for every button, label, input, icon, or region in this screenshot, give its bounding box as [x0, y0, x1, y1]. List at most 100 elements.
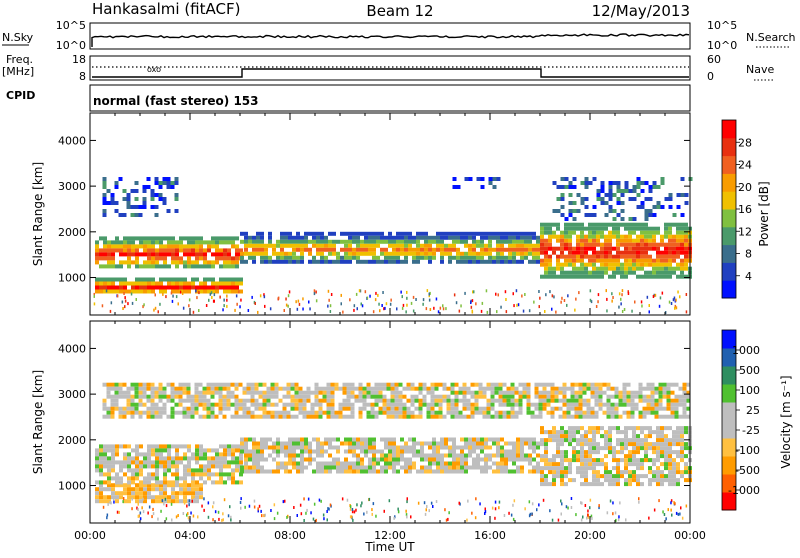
echo-cell: [660, 470, 664, 475]
echo-cell: [203, 452, 207, 457]
noise-cell: [425, 307, 428, 311]
echo-cell: [103, 464, 107, 469]
echo-cell: [584, 254, 588, 259]
echo-cell: [119, 252, 123, 257]
echo-cell: [576, 454, 580, 459]
echo-cell: [642, 394, 647, 399]
echo-cell: [404, 235, 408, 240]
echo-cell: [632, 246, 636, 251]
echo-cell: [404, 239, 408, 244]
echo-cell: [644, 258, 648, 263]
echo-cell: [372, 251, 376, 256]
noise-cell: [356, 503, 358, 507]
echo-cell: [680, 430, 684, 435]
echo-cell: [167, 281, 171, 286]
echo-cell: [684, 462, 688, 467]
echo-cell: [652, 270, 656, 275]
echo-cell: [147, 240, 151, 245]
echo-cell: [652, 181, 657, 185]
echo-cell: [142, 197, 147, 201]
echo-cell: [642, 406, 647, 411]
echo-cell: [206, 406, 211, 411]
echo-cell: [604, 466, 608, 471]
echo-cell: [474, 398, 479, 403]
noise-cell: [153, 308, 155, 312]
echo-cell: [252, 247, 256, 252]
echo-cell: [444, 231, 448, 236]
echo-cell: [644, 274, 648, 279]
echo-cell: [278, 410, 283, 415]
echo-cell: [130, 398, 135, 403]
echo-cell: [400, 465, 404, 470]
echo-cell: [540, 458, 544, 463]
echo-cell: [454, 382, 459, 387]
noise-cell: [484, 507, 486, 511]
echo-cell: [143, 452, 147, 457]
echo-cell: [107, 483, 111, 488]
echo-cell: [195, 260, 199, 265]
echo-cell: [592, 274, 596, 279]
echo-cell: [472, 437, 476, 442]
echo-cell: [600, 250, 604, 255]
echo-cell: [564, 226, 568, 231]
echo-cell: [111, 464, 115, 469]
echo-cell: [372, 255, 376, 260]
echo-cell: [142, 410, 147, 415]
echo-cell: [614, 386, 619, 391]
echo-cell: [482, 390, 487, 395]
echo-cell: [572, 217, 577, 221]
echo-cell: [306, 386, 311, 391]
echo-cell: [162, 394, 167, 399]
echo-cell: [218, 410, 223, 415]
echo-cell: [452, 457, 456, 462]
echo-cell: [99, 468, 103, 473]
echo-cell: [616, 470, 620, 475]
echo-cell: [238, 402, 243, 407]
echo-cell: [306, 414, 311, 419]
echo-cell: [99, 285, 103, 290]
echo-cell: [316, 251, 320, 256]
echo-cell: [676, 426, 680, 431]
echo-cell: [360, 461, 364, 466]
echo-cell: [380, 449, 384, 454]
echo-cell: [452, 177, 457, 181]
echo-cell: [496, 437, 500, 442]
echo-cell: [638, 394, 643, 399]
echo-cell: [219, 468, 223, 473]
echo-cell: [242, 398, 247, 403]
echo-cell: [488, 239, 492, 244]
echo-cell: [194, 398, 199, 403]
echo-cell: [111, 252, 115, 257]
echo-cell: [632, 454, 636, 459]
echo-cell: [484, 445, 488, 450]
echo-cell: [260, 469, 264, 474]
echo-cell: [366, 410, 371, 415]
echo-cell: [374, 382, 379, 387]
echo-cell: [115, 244, 119, 249]
echo-cell: [624, 222, 628, 227]
echo-cell: [408, 231, 412, 236]
echo-cell: [578, 394, 583, 399]
echo-cell: [620, 474, 624, 479]
echo-cell: [119, 248, 123, 253]
echo-cell: [106, 394, 111, 399]
echo-cell: [668, 226, 672, 231]
echo-cell: [324, 441, 328, 446]
echo-cell: [618, 402, 623, 407]
echo-cell: [214, 402, 219, 407]
echo-cell: [592, 430, 596, 435]
echo-cell: [99, 248, 103, 253]
echo-cell: [660, 181, 665, 185]
echo-cell: [404, 231, 408, 236]
echo-cell: [676, 438, 680, 443]
noise-cell: [670, 302, 673, 305]
echo-cell: [219, 480, 223, 485]
echo-cell: [492, 437, 496, 442]
colorbar-swatch: [722, 474, 736, 493]
echo-cell: [520, 251, 524, 256]
echo-cell: [250, 390, 255, 395]
echo-cell: [434, 402, 439, 407]
echo-cell: [560, 266, 564, 271]
echo-cell: [175, 289, 179, 294]
echo-cell: [107, 285, 111, 290]
